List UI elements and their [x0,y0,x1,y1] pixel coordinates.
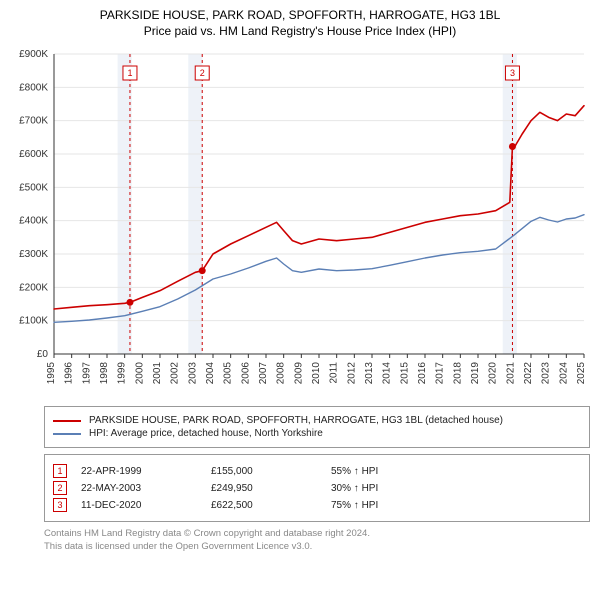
event-row: 3 11-DEC-2020£622,50075% ↑ HPI [53,498,581,512]
x-tick-label: 2002 [170,362,181,385]
x-tick-label: 2022 [523,362,534,385]
y-tick-label: £100K [19,316,48,327]
y-tick-label: £200K [19,282,48,293]
event-row-delta: 30% ↑ HPI [331,483,378,494]
event-row-date: 22-MAY-2003 [81,483,211,494]
x-tick-label: 2025 [576,362,587,385]
x-tick-label: 2011 [329,362,340,384]
event-marker-number: 2 [200,68,205,78]
event-row-price: £155,000 [211,466,331,477]
x-tick-label: 2020 [488,362,499,385]
x-tick-label: 2024 [558,362,569,385]
x-tick-label: 2004 [205,362,216,385]
legend-label: PARKSIDE HOUSE, PARK ROAD, SPOFFORTH, HA… [89,415,503,426]
legend: PARKSIDE HOUSE, PARK ROAD, SPOFFORTH, HA… [44,406,590,448]
y-tick-label: £0 [37,349,49,360]
x-tick-label: 1998 [99,362,110,385]
x-tick-label: 2006 [240,362,251,385]
x-tick-label: 1997 [81,362,92,385]
event-dot [199,267,206,274]
y-tick-label: £400K [19,216,48,227]
x-tick-label: 2017 [435,362,446,385]
legend-row: PARKSIDE HOUSE, PARK ROAD, SPOFFORTH, HA… [53,415,581,426]
x-tick-label: 2005 [223,362,234,385]
event-row-date: 22-APR-1999 [81,466,211,477]
title-line-1: PARKSIDE HOUSE, PARK ROAD, SPOFFORTH, HA… [0,8,600,22]
x-tick-label: 2009 [293,362,304,385]
x-tick-label: 2013 [364,362,375,385]
event-row-date: 11-DEC-2020 [81,500,211,511]
x-tick-label: 2000 [134,362,145,385]
y-tick-label: £500K [19,182,48,193]
x-tick-label: 2001 [152,362,163,385]
event-marker-number: 3 [510,68,515,78]
y-tick-label: £600K [19,149,48,160]
y-tick-label: £900K [19,49,48,60]
legend-swatch [53,433,81,435]
event-row-marker: 2 [53,481,67,495]
y-tick-label: £300K [19,249,48,260]
chart-container: PARKSIDE HOUSE, PARK ROAD, SPOFFORTH, HA… [0,0,600,554]
footer-line-2: This data is licensed under the Open Gov… [44,541,590,554]
footer: Contains HM Land Registry data © Crown c… [44,528,590,554]
x-tick-label: 2019 [470,362,481,385]
event-row-delta: 75% ↑ HPI [331,500,378,511]
events-table: 1 22-APR-1999£155,00055% ↑ HPI 2 22-MAY-200… [44,454,590,522]
legend-swatch [53,420,81,422]
legend-label: HPI: Average price, detached house, Nort… [89,428,323,439]
x-tick-label: 1996 [64,362,75,385]
event-row: 2 22-MAY-2003£249,95030% ↑ HPI [53,481,581,495]
x-tick-label: 2023 [541,362,552,385]
event-dot [509,143,516,150]
x-tick-label: 2003 [187,362,198,385]
event-row: 1 22-APR-1999£155,00055% ↑ HPI [53,464,581,478]
event-marker-number: 1 [127,68,132,78]
title-line-2: Price paid vs. HM Land Registry's House … [0,24,600,38]
x-tick-label: 2007 [258,362,269,385]
event-row-marker: 1 [53,464,67,478]
x-tick-label: 1999 [117,362,128,385]
x-tick-label: 1995 [46,362,57,385]
x-tick-label: 2008 [276,362,287,385]
legend-row: HPI: Average price, detached house, Nort… [53,428,581,439]
x-tick-label: 2016 [417,362,428,385]
x-tick-label: 2015 [399,362,410,385]
chart-area: £0 £100K £200K £300K £400K £500K £600K £700K £80… [10,48,590,398]
x-tick-label: 2012 [346,362,357,385]
titles: PARKSIDE HOUSE, PARK ROAD, SPOFFORTH, HA… [0,0,600,38]
y-tick-label: £700K [19,116,48,127]
x-tick-label: 2018 [452,362,463,385]
event-row-price: £249,950 [211,483,331,494]
event-dot [126,299,133,306]
x-tick-label: 2014 [382,362,393,385]
x-tick-label: 2010 [311,362,322,385]
x-tick-label: 2021 [505,362,516,385]
event-row-price: £622,500 [211,500,331,511]
event-row-marker: 3 [53,498,67,512]
y-tick-label: £800K [19,82,48,93]
event-row-delta: 55% ↑ HPI [331,466,378,477]
footer-line-1: Contains HM Land Registry data © Crown c… [44,528,590,541]
chart-svg: £0 £100K £200K £300K £400K £500K £600K £700K £80… [10,48,590,398]
